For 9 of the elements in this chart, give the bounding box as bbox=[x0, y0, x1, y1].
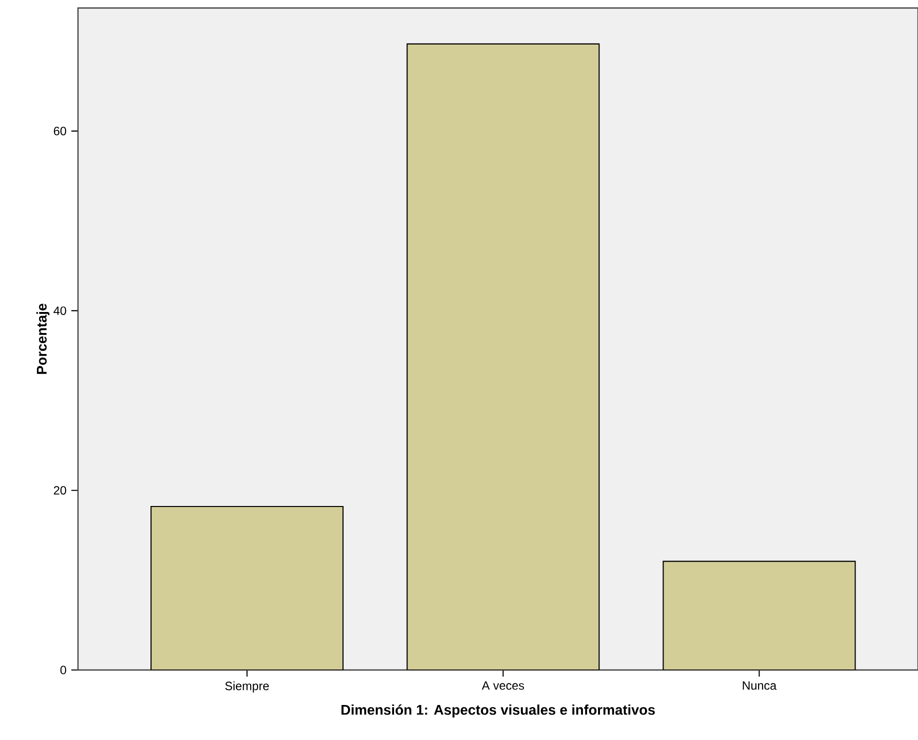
y-tick-label: 0 bbox=[60, 666, 66, 674]
x-tick-label: Nunca bbox=[742, 681, 777, 690]
y-tick-label: 60 bbox=[54, 126, 66, 136]
y-tick-label: 20 bbox=[54, 486, 66, 495]
x-tick-label: Siempre bbox=[225, 681, 269, 693]
y-axis-title: Porcentaje bbox=[36, 304, 50, 374]
x-tick-label: A veces bbox=[482, 681, 524, 690]
y-tick-label: 40 bbox=[54, 306, 66, 315]
x-axis-title: Dimensión 1: Aspectos visuales e informativos bbox=[342, 704, 655, 718]
